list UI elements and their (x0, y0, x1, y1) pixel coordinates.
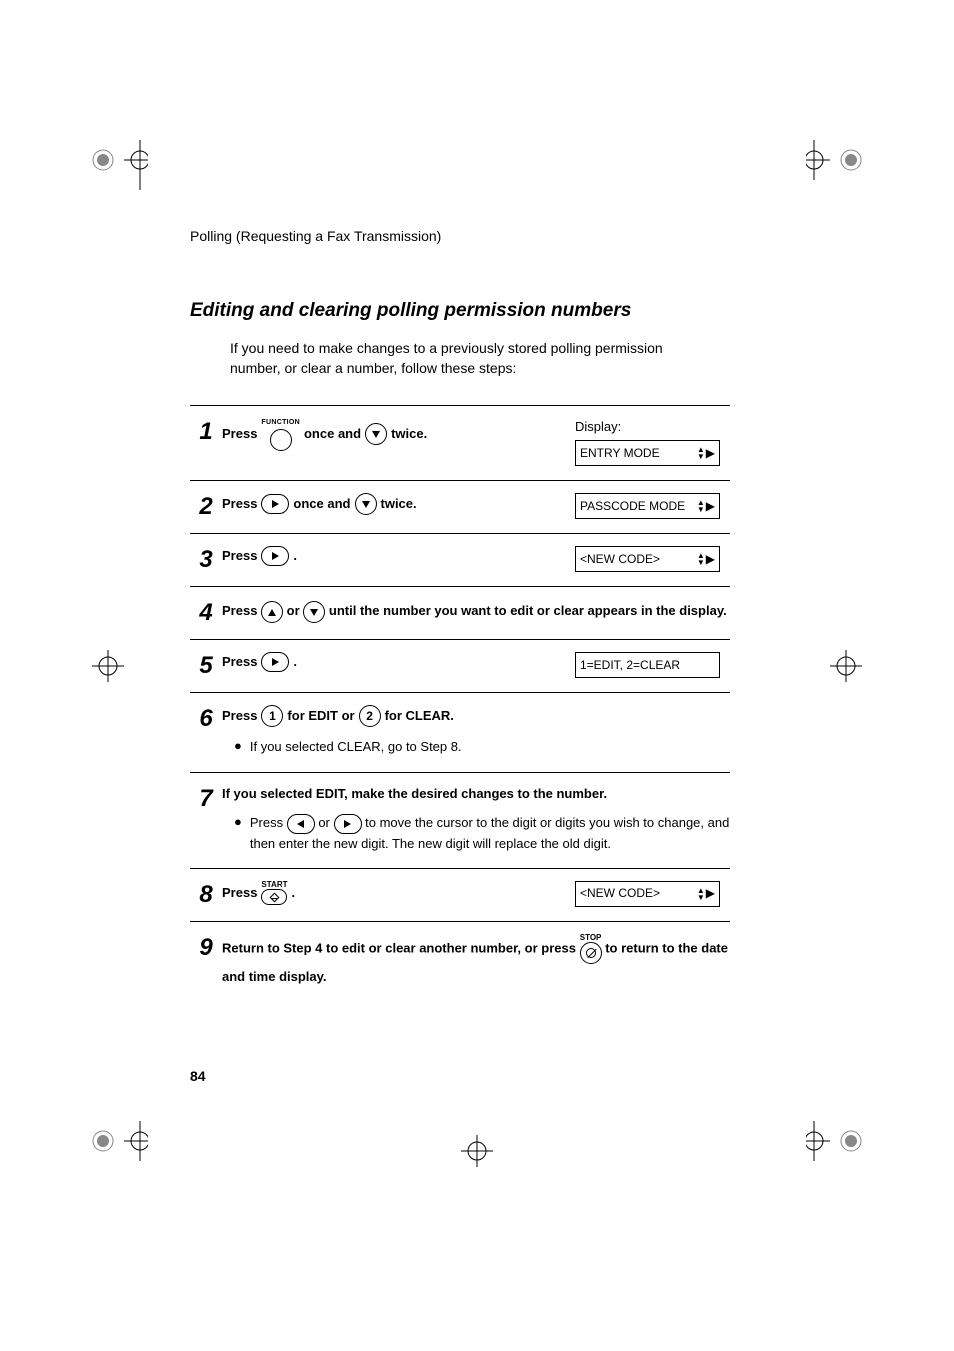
step-number: 2 (190, 493, 222, 519)
lcd-display: <NEW CODE> ▲▼▶ (575, 546, 720, 572)
bullet-text: If you selected CLEAR, go to Step 8. (250, 737, 730, 757)
registration-mark (826, 646, 866, 691)
step-number: 1 (190, 418, 222, 467)
registration-mark (88, 646, 128, 691)
key-1-icon: 1 (261, 705, 283, 727)
text: Press (222, 425, 257, 444)
right-key-icon (261, 652, 289, 672)
text: for EDIT or (287, 707, 354, 726)
step-5: 5 Press . 1=EDIT, 2=CLEAR (190, 640, 730, 693)
text: Press (222, 495, 257, 514)
right-key-icon (261, 494, 289, 514)
step-3: 3 Press . <NEW CODE> ▲▼▶ (190, 534, 730, 587)
step-head: If you selected EDIT, make the desired c… (222, 785, 730, 804)
text: or (287, 603, 304, 618)
text: twice. (381, 495, 417, 514)
text: once and (293, 495, 350, 514)
right-key-icon (334, 814, 362, 834)
section-title: Editing and clearing polling permission … (190, 300, 730, 322)
text: Return to Step 4 to edit or clear anothe… (222, 941, 580, 956)
function-key-icon: FUNCTION (261, 418, 300, 451)
step-number: 6 (190, 705, 222, 757)
text: once and (304, 425, 361, 444)
right-key-icon (261, 546, 289, 566)
left-key-icon (287, 814, 315, 834)
display-label: Display: (575, 418, 730, 437)
key-2-icon: 2 (359, 705, 381, 727)
step-number: 4 (190, 599, 222, 625)
step-4: 4 Press or until the number you want to … (190, 587, 730, 640)
lcd-display: PASSCODE MODE ▲▼▶ (575, 493, 720, 519)
step-number: 8 (190, 881, 222, 907)
text: . (292, 884, 296, 903)
step-number: 7 (190, 785, 222, 855)
text: Press (222, 603, 261, 618)
text: Press (222, 884, 257, 903)
down-key-icon (303, 601, 325, 623)
step-7: 7 If you selected EDIT, make the desired… (190, 773, 730, 870)
down-key-icon (355, 493, 377, 515)
registration-mark (457, 1131, 497, 1176)
running-header: Polling (Requesting a Fax Transmission) (190, 228, 730, 244)
text: . (293, 653, 297, 672)
step-number: 5 (190, 652, 222, 678)
text: twice. (391, 425, 427, 444)
step-9: 9 Return to Step 4 to edit or clear anot… (190, 922, 730, 1004)
down-key-icon (365, 423, 387, 445)
page-number: 84 (190, 1068, 206, 1084)
registration-mark (806, 1111, 866, 1176)
text: Press (222, 653, 257, 672)
text: for CLEAR. (385, 707, 454, 726)
steps-container: 1 Press FUNCTION once and twice. (190, 405, 730, 1005)
text: until the number you want to edit or cle… (329, 603, 727, 618)
lcd-display: 1=EDIT, 2=CLEAR (575, 652, 720, 678)
lcd-display: <NEW CODE> ▲▼▶ (575, 881, 720, 907)
step-1: 1 Press FUNCTION once and twice. (190, 406, 730, 482)
registration-mark (88, 130, 148, 195)
start-key-icon: START (261, 881, 287, 905)
up-key-icon (261, 601, 283, 623)
bullet-text: Press or to move the cursor to the digit… (250, 813, 730, 854)
step-8: 8 Press START . (190, 869, 730, 922)
step-number: 9 (190, 934, 222, 990)
step-6: 6 Press 1 for EDIT or 2 for CLEAR. ● If … (190, 693, 730, 772)
section-intro: If you need to make changes to a previou… (230, 338, 670, 379)
text: Press (222, 547, 257, 566)
registration-mark (88, 1111, 148, 1176)
bullet-icon: ● (234, 737, 242, 755)
step-number: 3 (190, 546, 222, 572)
bullet-icon: ● (234, 813, 242, 831)
text: . (293, 547, 297, 566)
registration-mark (806, 130, 866, 195)
step-2: 2 Press once and twice. PASSCODE M (190, 481, 730, 534)
stop-key-icon: STOP (580, 934, 602, 964)
text: Press (222, 707, 257, 726)
lcd-display: ENTRY MODE ▲▼▶ (575, 440, 720, 466)
